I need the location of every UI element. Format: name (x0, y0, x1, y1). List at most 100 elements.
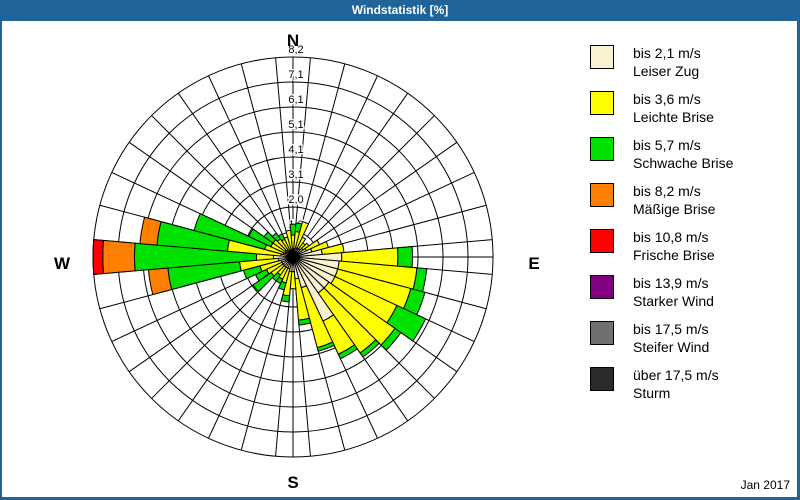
grid-spoke (128, 270, 273, 373)
grid-spoke (317, 204, 487, 252)
wind-sector-segment (316, 341, 335, 352)
legend-item: bis 2,1 m/s Leiser Zug (590, 45, 790, 91)
ring-value-label: 3,1 (288, 169, 303, 181)
ring-value-label: 7,1 (288, 69, 303, 81)
wind-sector-segment (359, 339, 380, 358)
legend-label: bis 13,9 m/s Starker Wind (633, 274, 714, 310)
grid-spoke (128, 141, 273, 244)
legend-name-label: Steifer Wind (633, 339, 710, 355)
wind-sector-segment (271, 232, 282, 243)
wind-sector-segment (297, 317, 312, 326)
wind-sector-segment (248, 228, 274, 248)
legend-item: bis 13,9 m/s Starker Wind (590, 275, 790, 321)
grid-spoke (151, 274, 276, 399)
grid-spoke (315, 172, 475, 247)
compass-east-label: E (528, 254, 540, 273)
legend-color-swatch (590, 91, 614, 115)
wind-sector-segment (280, 294, 291, 303)
legend-color-swatch (590, 137, 614, 161)
legend-speed-label: bis 10,8 m/s (633, 229, 709, 245)
grid-spoke (294, 57, 311, 233)
grid-spoke (275, 281, 292, 457)
legend-color-swatch (590, 367, 614, 391)
window-title: Windstatistik [%] (351, 3, 449, 17)
grid-spoke (111, 267, 271, 342)
title-bar: Windstatistik [%] (2, 0, 797, 21)
wind-sector-segment (102, 239, 136, 275)
wind-sector-segment (147, 267, 173, 296)
wind-sector-segment (285, 229, 293, 251)
legend-item: über 17,5 m/s Sturm (590, 367, 790, 413)
legend-item: bis 8,2 m/s Mäßige Brise (590, 183, 790, 229)
legend-color-swatch (590, 183, 614, 207)
legend-name-label: Mäßige Brise (633, 201, 716, 217)
compass-west-label: W (53, 254, 71, 273)
legend-name-label: Schwache Brise (633, 155, 734, 171)
grid-spoke (306, 92, 409, 237)
wind-sector-segment (386, 304, 427, 342)
legend-label: über 17,5 m/s Sturm (633, 366, 719, 402)
ring-value-label: 4,1 (288, 144, 303, 156)
legend-speed-label: bis 8,2 m/s (633, 183, 701, 199)
legend-label: bis 17,5 m/s Steifer Wind (633, 320, 709, 356)
wind-sector-segment (337, 344, 359, 360)
wind-sector-segment (396, 246, 414, 268)
legend-color-swatch (590, 275, 614, 299)
legend-name-label: Frische Brise (633, 247, 715, 263)
grid-spoke (240, 63, 288, 233)
ring-value-label: 6,1 (288, 94, 303, 106)
wind-sector-segment (139, 216, 162, 246)
chart-area: 1,02,03,14,15,16,17,18,2 N E S W bis 2,1… (2, 21, 797, 497)
wind-sector-segment (252, 271, 275, 293)
legend-color-swatch (590, 45, 614, 69)
legend-item: bis 3,6 m/s Leichte Brise (590, 91, 790, 137)
legend-speed-label: über 17,5 m/s (633, 367, 719, 383)
wind-sector-segment (277, 233, 286, 242)
legend-label: bis 3,6 m/s Leichte Brise (633, 90, 714, 126)
grid-spoke (177, 92, 280, 237)
wind-sector-segment (380, 327, 402, 351)
legend-speed-label: bis 2,1 m/s (633, 45, 701, 61)
wind-sector-segment (193, 213, 268, 251)
grid-spoke (313, 141, 458, 244)
grid-spoke (303, 75, 378, 235)
legend-label: bis 5,7 m/s Schwache Brise (633, 136, 733, 172)
grid-spoke (298, 63, 346, 233)
grid-spoke (151, 115, 276, 240)
legend-color-swatch (590, 321, 614, 345)
compass-south-label: S (287, 473, 299, 492)
wind-sector-segment (92, 239, 105, 275)
legend-name-label: Starker Wind (633, 293, 714, 309)
legend-color-swatch (590, 229, 614, 253)
ring-value-label: 8,2 (288, 44, 303, 56)
legend-speed-label: bis 17,5 m/s (633, 321, 709, 337)
grid-spoke (177, 277, 280, 422)
legend-name-label: Sturm (633, 385, 671, 401)
legend-label: bis 2,1 m/s Leiser Zug (633, 44, 701, 80)
period-label: Jan 2017 (740, 478, 790, 492)
grid-spoke (275, 57, 292, 233)
grid-spoke (208, 279, 283, 439)
wind-sector-segment (263, 231, 277, 244)
ring-value-label: 5,1 (288, 119, 303, 131)
legend-label: bis 8,2 m/s Mäßige Brise (633, 182, 715, 218)
legend-item: bis 5,7 m/s Schwache Brise (590, 137, 790, 183)
legend-item: bis 10,8 m/s Frische Brise (590, 229, 790, 275)
legend-item: bis 17,5 m/s Steifer Wind (590, 321, 790, 367)
legend-speed-label: bis 5,7 m/s (633, 137, 701, 153)
wind-rose-chart: 1,02,03,14,15,16,17,18,2 (92, 43, 494, 458)
legend-speed-label: bis 3,6 m/s (633, 91, 701, 107)
legend-speed-label: bis 13,9 m/s (633, 275, 709, 291)
legend-label: bis 10,8 m/s Frische Brise (633, 228, 715, 264)
legend-name-label: Leiser Zug (633, 63, 700, 79)
ring-value-label: 2,0 (288, 194, 303, 206)
grid-spoke (240, 281, 288, 451)
wind-sector-segment (296, 236, 307, 250)
compass-north-label: N (286, 31, 300, 50)
grid-spoke (208, 75, 283, 235)
wind-sector-segment (277, 280, 287, 291)
grid-spoke (310, 115, 435, 240)
wind-sector-segment (294, 221, 310, 249)
legend-name-label: Leichte Brise (633, 109, 714, 125)
